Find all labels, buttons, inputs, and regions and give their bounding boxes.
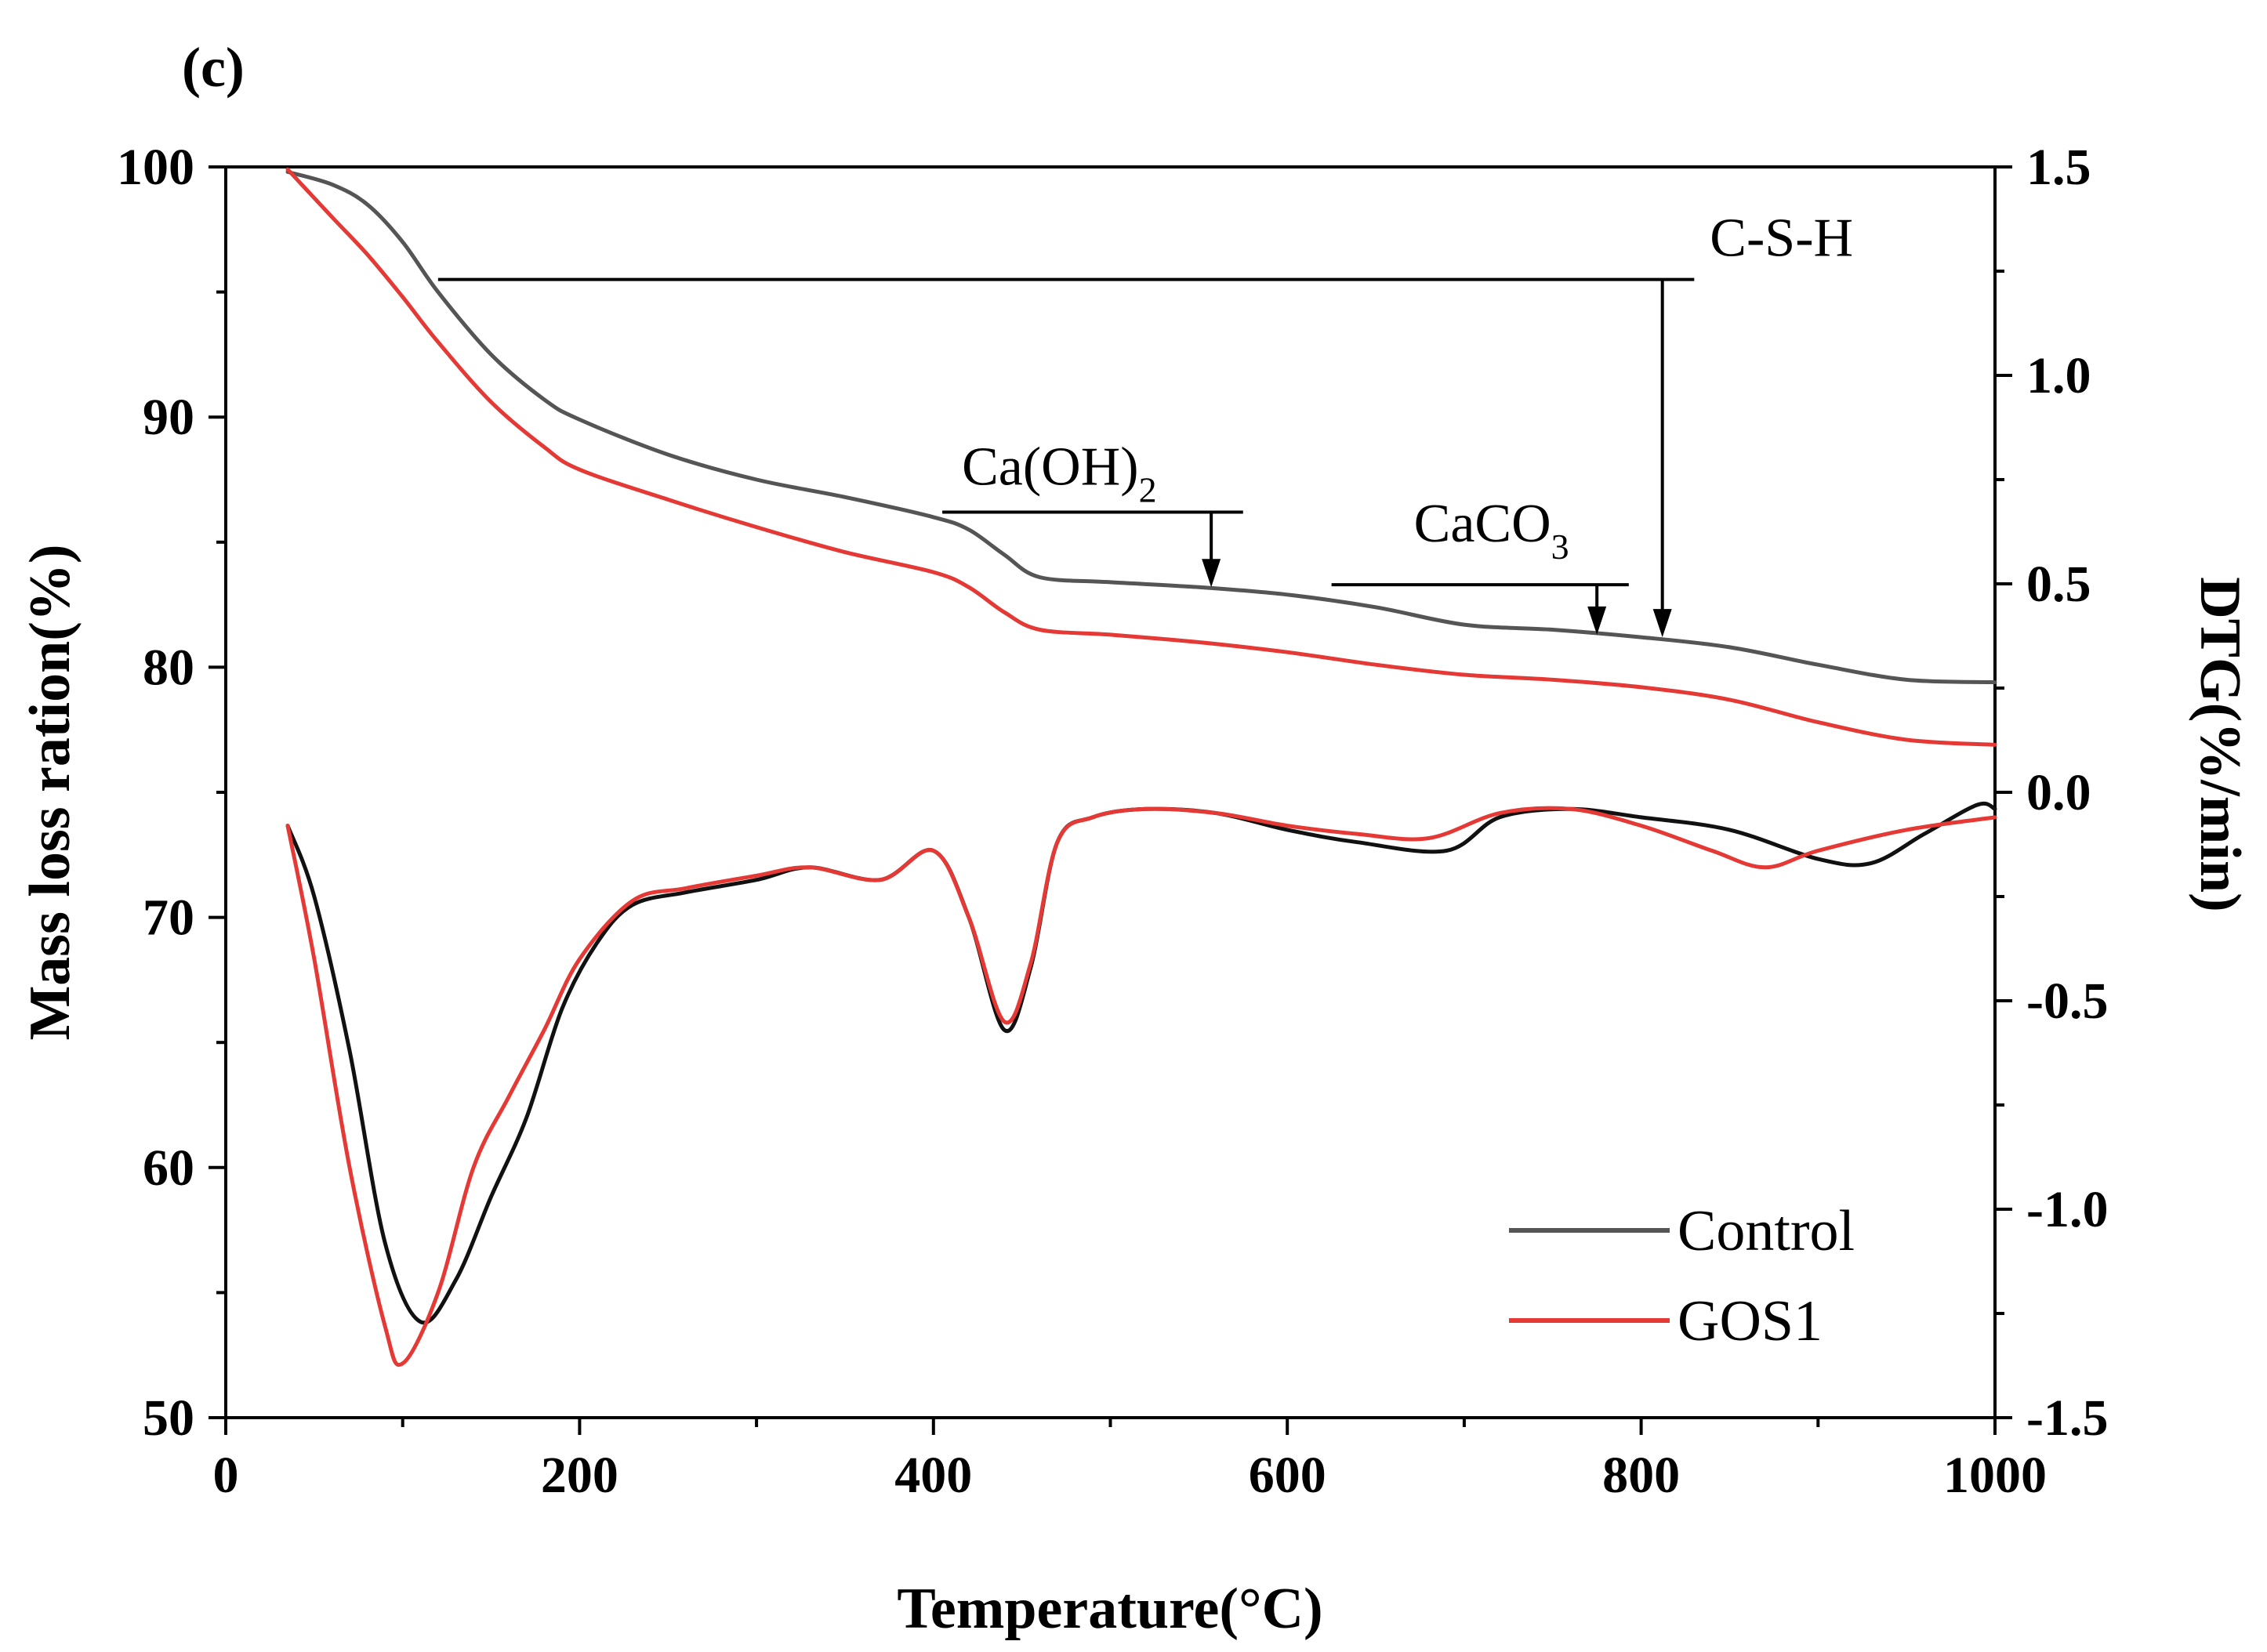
left-y-axis-title: Mass loss ration(%): [18, 544, 82, 1040]
dtg-gos1-line: [285, 806, 1997, 1367]
x-tick-label: 200: [541, 1447, 618, 1504]
legend-label-gos1: GOS1: [1678, 1289, 1823, 1353]
left-y-tick-label: 70: [143, 889, 194, 947]
right-y-tick-label: -0.5: [2026, 973, 2108, 1030]
csh-arrow-head: [1652, 609, 1672, 638]
x-axis-title: Temperature(°C): [897, 1577, 1322, 1641]
series-layer: [285, 167, 1997, 1367]
left-y-tick-label: 50: [143, 1389, 194, 1447]
right-y-axis-title: DTG(%/min): [2188, 577, 2252, 912]
x-tick-label: 600: [1249, 1447, 1326, 1504]
right-y-tick-label: 1.0: [2026, 347, 2091, 404]
caco3-arrow-head: [1587, 606, 1607, 635]
legend: Control GOS1: [1509, 1199, 1855, 1353]
right-y-tick-label: 0.0: [2026, 764, 2091, 821]
left-y-tick-label: 90: [143, 389, 194, 446]
right-y-tick-label: -1.5: [2026, 1389, 2108, 1447]
x-tick-label: 1000: [1943, 1447, 2047, 1504]
panel-label: (c): [182, 36, 245, 99]
left-y-tick-label: 80: [143, 639, 194, 696]
tg-control-line: [285, 169, 1997, 685]
right-y-tick-label: -1.0: [2026, 1181, 2108, 1238]
left-y-tick-label: 60: [143, 1139, 194, 1197]
x-axis-ticks: 0 200 400 600 800 1000: [213, 1418, 2047, 1504]
caoh2-label: Ca(OH)2: [962, 437, 1156, 509]
caoh2-arrow-head: [1202, 559, 1221, 588]
left-y-axis-ticks: 50 60 70 80 90 100: [117, 139, 226, 1447]
left-y-tick-label: 100: [117, 139, 194, 196]
x-tick-label: 0: [213, 1447, 239, 1504]
csh-label: C-S-H: [1710, 208, 1853, 269]
x-tick-label: 800: [1602, 1447, 1680, 1504]
legend-label-control: Control: [1678, 1199, 1855, 1263]
right-y-axis-ticks: -1.5 -1.0 -0.5 0.0 0.5 1.0 1.5: [1995, 139, 2108, 1447]
right-y-tick-label: 1.5: [2026, 139, 2091, 196]
tg-gos1-line: [285, 167, 1997, 747]
caco3-label: CaCO3: [1414, 494, 1569, 567]
right-y-tick-label: 0.5: [2026, 556, 2091, 613]
x-tick-label: 400: [894, 1447, 972, 1504]
annotation-layer: C-S-H Ca(OH)2 CaCO3: [437, 208, 1853, 638]
